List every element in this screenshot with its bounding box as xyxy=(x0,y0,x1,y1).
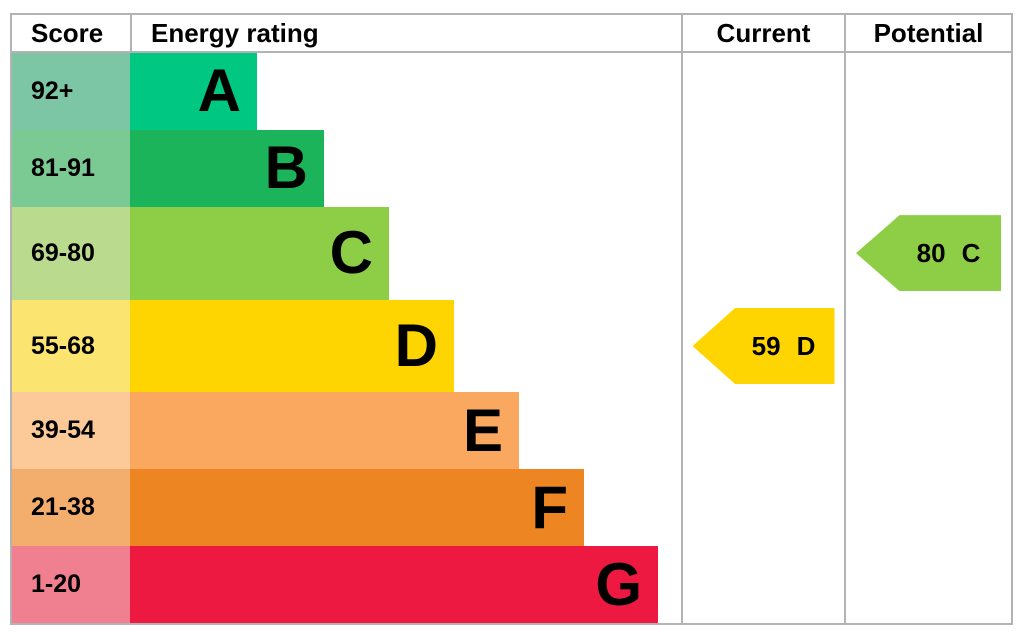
band-row-c: 69-80 C 80 C xyxy=(12,206,1011,300)
band-bar-d: D xyxy=(130,299,454,393)
header-potential: Potential xyxy=(844,15,1011,51)
rating-cell-f: F xyxy=(130,469,681,547)
rating-cell-a: A xyxy=(130,53,681,130)
epc-rating-chart: Score Energy rating Current Potential 92… xyxy=(10,13,1013,625)
score-range-b: 81-91 xyxy=(12,129,130,207)
rating-cell-g: G xyxy=(130,546,681,624)
band-bar-e: E xyxy=(130,392,519,470)
header-energy-rating: Energy rating xyxy=(130,15,681,51)
potential-band-letter: C xyxy=(961,237,981,268)
score-range-f: 21-38 xyxy=(12,469,130,547)
score-range-c: 69-80 xyxy=(12,206,130,300)
current-cell-f xyxy=(681,469,844,547)
current-band-letter: D xyxy=(796,330,816,361)
potential-cell-g xyxy=(844,546,1011,624)
band-bar-c: C xyxy=(130,206,389,300)
header-row: Score Energy rating Current Potential xyxy=(12,15,1011,53)
band-row-d: 55-68 D 59 D xyxy=(12,299,1011,393)
current-cell-d: 59 D xyxy=(681,299,844,393)
potential-cell-a xyxy=(844,53,1011,130)
potential-score-value: 80 xyxy=(916,237,946,268)
band-bar-f: F xyxy=(130,469,584,547)
score-range-e: 39-54 xyxy=(12,392,130,470)
potential-cell-f xyxy=(844,469,1011,547)
rating-cell-d: D xyxy=(130,299,681,393)
potential-cell-c: 80 C xyxy=(844,206,1011,300)
current-cell-c xyxy=(681,206,844,300)
potential-cell-d xyxy=(844,299,1011,393)
band-row-e: 39-54 E xyxy=(12,392,1011,470)
potential-cell-b xyxy=(844,129,1011,207)
rating-cell-b: B xyxy=(130,129,681,207)
current-rating-arrow: 59 D xyxy=(692,308,835,384)
band-row-b: 81-91 B xyxy=(12,129,1011,207)
current-cell-b xyxy=(681,129,844,207)
current-cell-a xyxy=(681,53,844,130)
rating-cell-e: E xyxy=(130,392,681,470)
band-bar-g: G xyxy=(130,546,658,624)
score-range-g: 1-20 xyxy=(12,546,130,624)
score-range-a: 92+ xyxy=(12,53,130,130)
band-bar-b: B xyxy=(130,129,324,207)
band-bar-a: A xyxy=(130,53,257,130)
score-range-d: 55-68 xyxy=(12,299,130,393)
current-score-value: 59 xyxy=(751,330,781,361)
current-cell-e xyxy=(681,392,844,470)
current-cell-g xyxy=(681,546,844,624)
header-current: Current xyxy=(681,15,844,51)
band-row-g: 1-20 G xyxy=(12,546,1011,624)
rating-cell-c: C xyxy=(130,206,681,300)
potential-cell-e xyxy=(844,392,1011,470)
header-score: Score xyxy=(31,17,104,48)
band-row-a: 92+ A xyxy=(12,53,1011,130)
potential-rating-arrow: 80 C xyxy=(856,215,1001,292)
band-row-f: 21-38 F xyxy=(12,469,1011,547)
